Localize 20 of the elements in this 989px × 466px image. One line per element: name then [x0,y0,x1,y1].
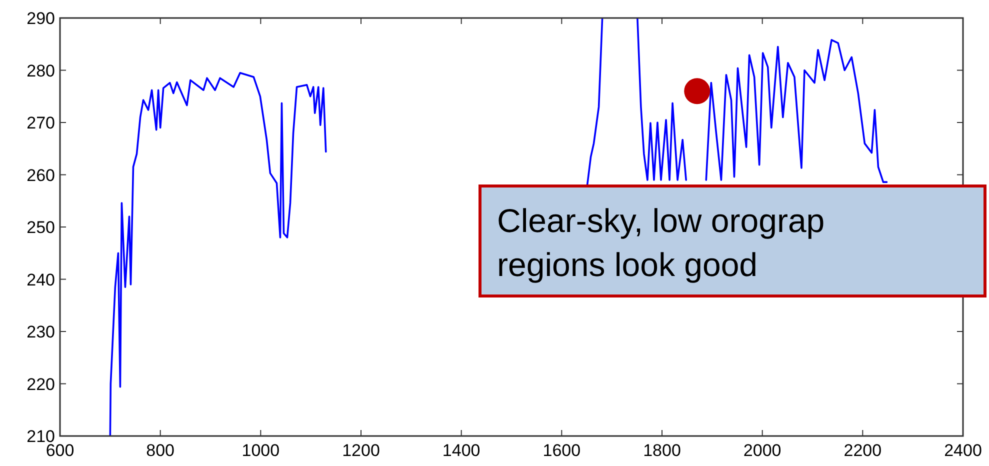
y-tick-label: 230 [26,322,55,342]
x-tick-label: 2200 [844,441,882,460]
annotation: Clear-sky, low orograp regions look good [497,202,825,283]
x-tick-label: 2400 [944,441,982,460]
x-tick-label: 800 [146,441,175,460]
y-tick-label: 220 [26,374,55,394]
y-tick-label: 280 [26,61,55,80]
y-tick-label: 250 [26,218,55,237]
x-tick-label: 1400 [442,441,480,460]
y-tick-label: 290 [26,9,55,28]
x-tick-label: 600 [46,441,74,460]
x-tick-label: 1000 [242,441,280,460]
x-tick-label: 2000 [743,441,782,460]
y-tick-label: 260 [26,166,55,185]
y-tick-label: 270 [26,114,55,132]
callout-box: Clear-sky, low orograp regions look good [478,184,986,298]
y-tick-label: 240 [26,270,55,290]
x-tick-label: 1800 [643,441,681,460]
x-tick-label: 1200 [342,441,380,460]
x-tick-label: 1600 [542,441,581,460]
